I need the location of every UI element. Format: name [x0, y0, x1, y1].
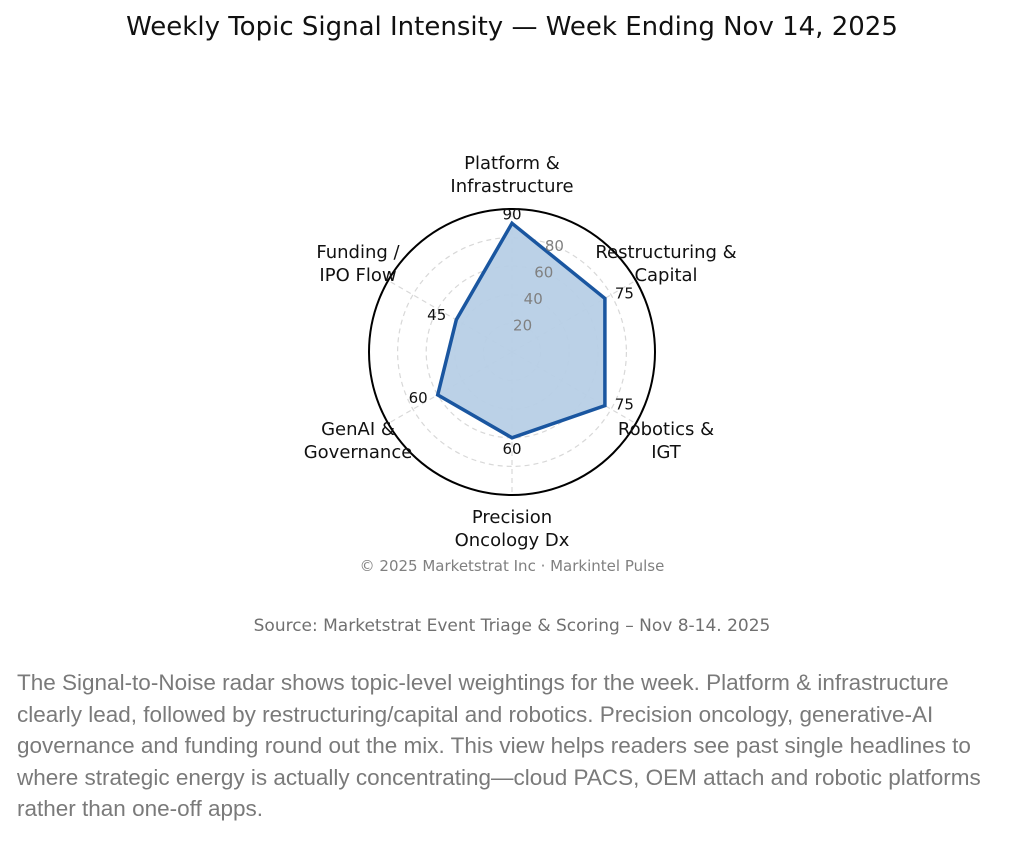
axis-category-label: Governance — [304, 442, 413, 463]
series-area — [437, 223, 605, 438]
axis-category-label: IGT — [651, 442, 682, 463]
axis-category-label: GenAI & — [321, 419, 395, 440]
radar-chart: 20 40 60 80 90 75 75 60 60 45 Platform &Infrastruc… — [304, 153, 737, 551]
data-label: 60 — [409, 389, 428, 407]
radial-tick-label: 80 — [545, 237, 564, 255]
source-note: Source: Marketstrat Event Triage & Scori… — [253, 616, 771, 636]
radar-frame — [368, 208, 656, 496]
chart-title: Weekly Topic Signal Intensity — Week End… — [126, 12, 898, 42]
radial-tick-label: 60 — [534, 263, 553, 281]
data-label: 75 — [615, 396, 634, 414]
axis-category-label: Funding / — [316, 242, 400, 263]
axis-category-label: IPO Flow — [319, 265, 396, 286]
grid-spoke — [511, 351, 637, 425]
grid-spoke — [387, 351, 513, 425]
radial-tick-label: 40 — [524, 290, 543, 308]
axis-category-label: Oncology Dx — [455, 530, 570, 551]
series-line — [435, 220, 607, 440]
data-label: 90 — [502, 205, 521, 223]
grid-spoke — [387, 279, 513, 353]
axis-category-label: Capital — [634, 265, 697, 286]
grid-spoke — [511, 279, 637, 353]
chart-description: The Signal-to-Noise radar shows topic-le… — [17, 670, 981, 821]
grid-ring — [397, 237, 628, 468]
axis-category-label: Infrastructure — [450, 176, 573, 197]
radial-tick-label: 20 — [513, 316, 532, 334]
axis-category-label: Robotics & — [618, 419, 714, 440]
copyright-text: © 2025 Marketstrat Inc · Markintel Pulse — [359, 557, 665, 575]
axis-category-label: Precision — [472, 507, 552, 528]
data-label: 75 — [615, 284, 634, 302]
axis-category-label: Restructuring & — [595, 242, 736, 263]
data-label: 60 — [502, 440, 521, 458]
axis-category-label: Platform & — [464, 153, 560, 174]
data-label: 45 — [427, 306, 446, 324]
